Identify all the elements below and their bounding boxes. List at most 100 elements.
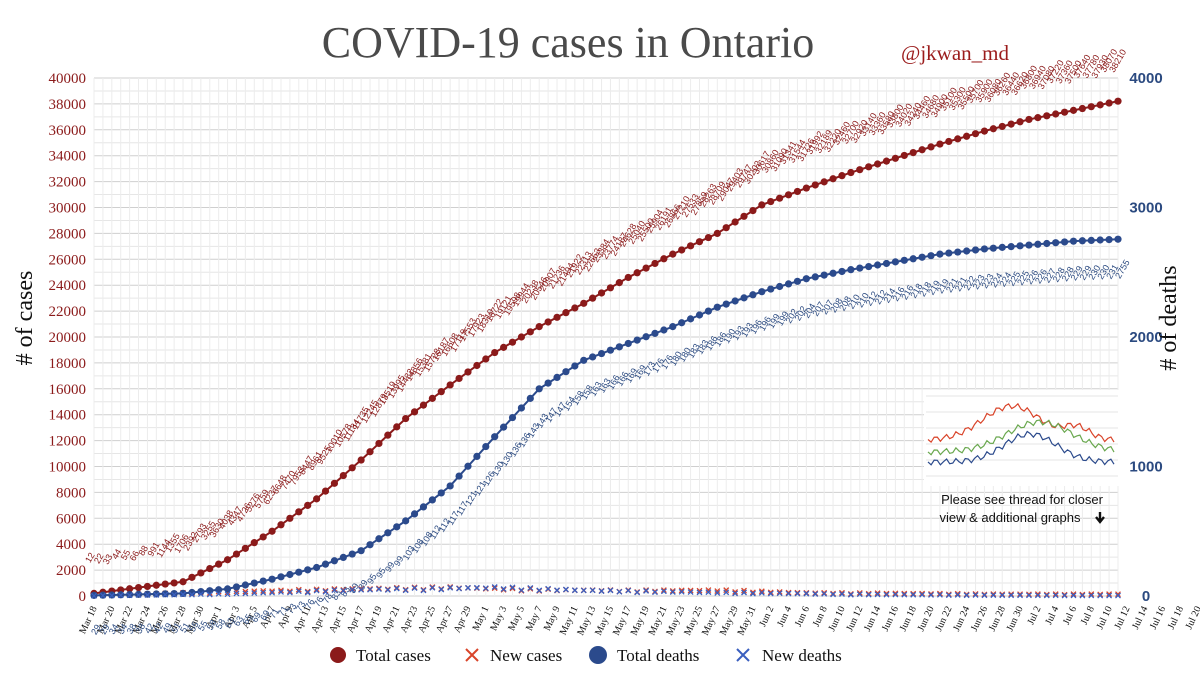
case-data-label: 88 [136, 544, 150, 558]
data-point-x [340, 587, 347, 594]
data-point [357, 547, 365, 555]
data-point [963, 132, 971, 140]
data-point-x [723, 587, 730, 594]
death-data-label: 95 [365, 572, 379, 586]
data-point [313, 563, 321, 572]
data-point-x [242, 588, 249, 595]
data-point [936, 250, 944, 258]
data-point-x [536, 587, 543, 594]
data-point [535, 385, 543, 393]
death-data-label: 63 [223, 616, 237, 630]
data-point [856, 264, 864, 272]
data-point [1078, 237, 1086, 245]
data-point [410, 510, 419, 518]
data-point [402, 414, 410, 423]
data-point [313, 495, 321, 503]
data-point [722, 224, 730, 232]
y-tick-left: 20000 [49, 330, 87, 346]
data-point [740, 212, 748, 220]
data-point-x [990, 591, 997, 598]
death-data-label: 42 [151, 621, 165, 635]
data-point [847, 266, 855, 274]
data-point-x [251, 588, 258, 595]
data-point [1105, 99, 1113, 107]
data-point [268, 527, 276, 535]
y-tick-left: 14000 [49, 408, 87, 424]
data-point-x [785, 590, 792, 597]
data-point [215, 586, 223, 594]
data-point [1069, 237, 1078, 245]
data-point-x [1034, 592, 1041, 599]
data-point [304, 501, 312, 509]
data-point [535, 323, 543, 331]
data-point [811, 181, 819, 189]
data-point [767, 197, 775, 206]
data-point [820, 178, 828, 186]
data-point [330, 479, 339, 487]
data-point-x [144, 592, 151, 598]
data-point-x [954, 590, 961, 597]
data-point [223, 556, 232, 564]
data-point [170, 590, 178, 598]
data-point-x [901, 591, 908, 598]
data-point-x [571, 587, 578, 594]
data-point-x [892, 590, 899, 597]
data-point [900, 256, 908, 264]
data-point-x [767, 590, 774, 597]
data-point [250, 579, 258, 587]
data-point-x [652, 589, 658, 596]
data-point [704, 307, 713, 315]
y-tick-left: 28000 [49, 226, 87, 242]
data-point-x [830, 591, 837, 598]
data-point-x [384, 586, 391, 593]
data-point [526, 328, 534, 336]
data-point-x [883, 591, 890, 598]
data-point-x [197, 591, 204, 598]
data-point-x [473, 584, 480, 591]
legend-label-new-deaths: New deaths [762, 646, 842, 665]
data-point [402, 517, 410, 525]
data-point [473, 452, 481, 460]
data-point-x [1115, 592, 1121, 599]
data-point [482, 442, 490, 451]
data-point-x [188, 591, 195, 598]
data-point [1105, 236, 1113, 244]
data-point-x [153, 591, 160, 598]
data-point-x [286, 588, 293, 595]
data-point [829, 269, 837, 277]
data-point [954, 135, 962, 143]
data-point [971, 130, 980, 138]
inset-line [927, 430, 1115, 466]
data-point-x [785, 589, 792, 596]
data-point [491, 348, 499, 357]
data-point-x [358, 586, 365, 593]
y-tick-left: 0 [79, 589, 87, 605]
data-point-x [1017, 592, 1024, 599]
case-data-label: 12 [83, 551, 97, 565]
data-point-x [812, 591, 819, 597]
data-point [232, 550, 241, 558]
data-point [865, 163, 873, 171]
legend: Total cases New cases Total deaths New d… [330, 646, 842, 665]
data-point-x [892, 591, 899, 598]
data-point [891, 154, 899, 162]
data-point-x [741, 587, 747, 594]
case-data-label: 33 [101, 552, 115, 566]
data-point [366, 541, 374, 549]
data-point [143, 582, 152, 591]
data-point [1060, 238, 1069, 246]
data-point [927, 143, 935, 151]
data-point [446, 381, 454, 389]
data-point [686, 315, 695, 323]
data-point-x [1088, 591, 1095, 598]
data-point [170, 579, 178, 587]
death-data-label: 71 [276, 604, 290, 618]
data-point-x [393, 585, 400, 592]
data-point [633, 269, 641, 277]
data-point-x [1061, 592, 1068, 599]
data-point [197, 587, 205, 596]
data-point-x [331, 586, 338, 592]
data-point-x [1008, 591, 1015, 598]
data-point [945, 137, 953, 146]
data-point-x [509, 585, 516, 592]
